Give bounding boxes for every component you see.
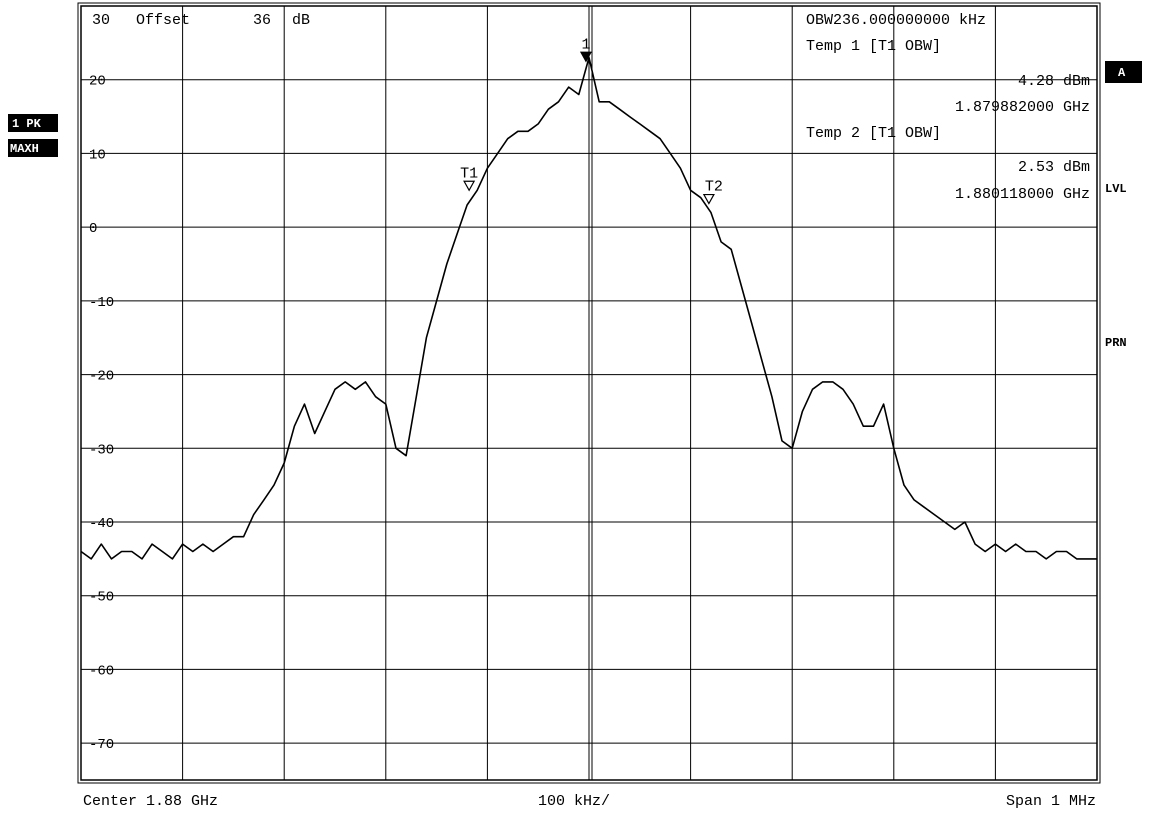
plot-frame-outer bbox=[77, 2, 1101, 784]
plot-grid bbox=[77, 2, 1101, 784]
y-tick-label: -70 bbox=[89, 737, 114, 753]
ref-level-header: 30 Offset 36 dB bbox=[92, 12, 310, 29]
temp2-level: 2.53 dBm bbox=[1018, 159, 1090, 176]
trace-badge-maxh: MAXH bbox=[8, 139, 58, 157]
trace-badge-1pk-label: 1 PK bbox=[12, 117, 42, 131]
y-tick-label: -30 bbox=[89, 442, 114, 458]
scale-per-division: 100 kHz/ bbox=[538, 793, 610, 810]
temp1-label: Temp 1 [T1 OBW] bbox=[806, 38, 941, 55]
trace-badge-1pk: 1 PK bbox=[8, 114, 58, 132]
y-tick-labels: 20 10 0 -10 -20 -30 -40 -50 -60 -70 bbox=[89, 74, 114, 753]
y-tick-label: 0 bbox=[89, 221, 97, 237]
side-label-prn: PRN bbox=[1105, 336, 1127, 350]
obw-readout: OBW236.000000000 kHz bbox=[806, 12, 986, 29]
marker-triangle bbox=[579, 51, 592, 63]
temp2-label: Temp 2 [T1 OBW] bbox=[806, 125, 941, 142]
y-tick-label: -50 bbox=[89, 590, 114, 606]
y-tick-label: 10 bbox=[89, 147, 106, 163]
marker-layer: 1 T1 T2 bbox=[460, 36, 723, 205]
marker-label: T1 bbox=[460, 165, 478, 182]
spectrum-trace bbox=[80, 56, 1097, 560]
side-label-lvl: LVL bbox=[1105, 182, 1127, 196]
marker-readout: OBW236.000000000 kHz Temp 1 [T1 OBW] 4.2… bbox=[806, 12, 1090, 203]
span-frequency: Span 1 MHz bbox=[1006, 793, 1096, 810]
y-tick-label: -10 bbox=[89, 295, 114, 311]
marker-triangle bbox=[702, 193, 715, 205]
trace-badge-maxh-label: MAXH bbox=[10, 142, 39, 156]
temp1-level: 4.28 dBm bbox=[1018, 73, 1090, 90]
marker-label: 1 bbox=[581, 36, 590, 53]
offset-label: Offset bbox=[136, 12, 190, 29]
y-tick-label: 20 bbox=[89, 74, 106, 90]
y-tick-label: -40 bbox=[89, 516, 114, 532]
y-tick-label: -60 bbox=[89, 663, 114, 679]
center-frequency: Center 1.88 GHz bbox=[83, 793, 218, 810]
y-tick-label: -20 bbox=[89, 369, 114, 385]
trace-layer bbox=[80, 56, 1097, 560]
marker-label: T2 bbox=[705, 179, 723, 196]
marker-triangle bbox=[463, 180, 476, 192]
ref-level-value: 30 bbox=[92, 12, 110, 29]
offset-value: 36 bbox=[253, 12, 271, 29]
temp2-frequency: 1.880118000 GHz bbox=[955, 186, 1090, 203]
right-badge-a-label: A bbox=[1118, 66, 1126, 80]
offset-unit: dB bbox=[292, 12, 310, 29]
temp1-frequency: 1.879882000 GHz bbox=[955, 99, 1090, 116]
right-badge-a: A bbox=[1105, 61, 1142, 83]
